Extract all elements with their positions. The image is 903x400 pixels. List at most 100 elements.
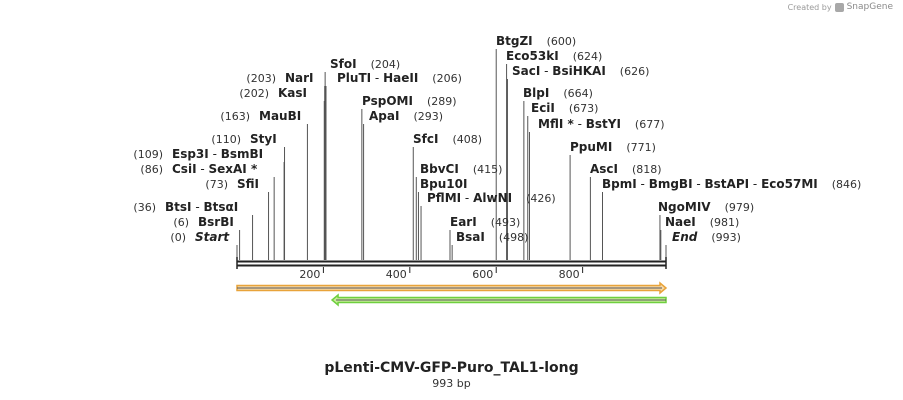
site-name: NaeI [665, 215, 696, 229]
site-label-sfoi: SfoI (204) [330, 57, 400, 71]
site-name-part: Eco57MI [761, 177, 818, 191]
site-name-part: Bpu10I [420, 177, 467, 191]
site-name-part: - [209, 147, 221, 161]
site-label-sfci: SfcI (408) [413, 132, 482, 146]
site-label-ngomiv: NgoMIV (979) [658, 200, 754, 214]
site-position: (493) [491, 216, 521, 229]
site-name-part: AscI [590, 162, 618, 176]
site-name-part: BbvCI [420, 162, 459, 176]
site-name-part: BlpI [523, 86, 549, 100]
site-name-part: AlwNI [473, 191, 512, 205]
snapgene-logo-icon [834, 2, 844, 12]
site-name-part: PspOMI [362, 94, 413, 108]
site-name-part: BsrBI [198, 215, 234, 229]
site-name: SfcI [413, 132, 438, 146]
site-label-plutI: PluTI - HaeII (206) [337, 71, 462, 85]
site-position: (6) [173, 216, 189, 229]
site-position: (36) [133, 201, 156, 214]
site-name-part: NarI [285, 71, 314, 85]
site-name-part: SexAI * [209, 162, 258, 176]
site-name-part: BsmBI [221, 147, 263, 161]
site-position: (626) [620, 65, 650, 78]
site-name-part: NgoMIV [658, 200, 711, 214]
site-label-nari: NarI (203) [246, 71, 313, 85]
site-position: (202) [239, 87, 269, 100]
site-name-part: ApaI [369, 109, 399, 123]
site-position: (426) [526, 192, 556, 205]
site-name: StyI [250, 132, 277, 146]
site-label-ppumi: PpuMI (771) [570, 140, 656, 154]
ruler-tick-label: 800 [559, 268, 580, 281]
site-name-part: - [461, 191, 473, 205]
site-name: SfoI [330, 57, 357, 71]
site-name: EciI [531, 101, 555, 115]
site-position: (415) [473, 163, 503, 176]
site-name-part: - [192, 200, 204, 214]
site-position: (408) [452, 133, 482, 146]
site-name-part: Eco53kI [506, 49, 559, 63]
site-name: SacI - BsiHKAI [512, 64, 606, 78]
site-label-apai: ApaI (293) [369, 109, 443, 123]
site-position: (498) [499, 231, 529, 244]
site-name-part: SfiI [237, 177, 259, 191]
site-name-part: BsaI [456, 230, 485, 244]
site-name-part: PpuMI [570, 140, 612, 154]
site-label-kasi: KasI (202) [239, 86, 307, 100]
site-name-part: BmgBI [649, 177, 693, 191]
site-name: Start [195, 230, 230, 244]
site-label-pflmi: PflMI - AlwNI (426) [427, 191, 556, 205]
site-name-part: - [540, 64, 552, 78]
site-position: (600) [547, 35, 577, 48]
site-label-mfli: MflI * - BstYI (677) [538, 117, 665, 131]
site-name-part: End [672, 230, 698, 244]
site-name-part: EarI [450, 215, 477, 229]
site-name-part: BstAPI [705, 177, 750, 191]
site-name: BtsI - BtsαI [165, 200, 238, 214]
site-name-part: Esp3I [172, 147, 209, 161]
site-label-naei: NaeI (981) [665, 215, 739, 229]
ruler-tick-label: 200 [299, 268, 320, 281]
site-label-esp3i: Esp3I - BsmBI (109) [133, 147, 263, 161]
site-label-bsrbi: BsrBI (6) [173, 215, 233, 229]
site-name-part: BpmI [602, 177, 637, 191]
site-position: (293) [413, 110, 443, 123]
site-name: AscI [590, 162, 618, 176]
site-name-part: PluTI [337, 71, 371, 85]
site-name: BsaI [456, 230, 485, 244]
site-name: Esp3I - BsmBI [172, 147, 263, 161]
site-label-styi: StyI (110) [211, 132, 276, 146]
site-label-eco53ki: Eco53kI (624) [506, 49, 602, 63]
site-name-part: MauBI [259, 109, 301, 123]
site-label-bbvci: BbvCI (415) [420, 162, 502, 176]
site-name-part: - [371, 71, 383, 85]
site-name: Bpu10I [420, 177, 467, 191]
site-position: (981) [710, 216, 740, 229]
leader-lines [236, 49, 667, 260]
site-label-csii: CsiI - SexAI * (86) [140, 162, 258, 176]
site-name-part: SacI [512, 64, 540, 78]
site-label-saci: SacI - BsiHKAI (626) [512, 64, 649, 78]
site-name-part: BtsαI [203, 200, 238, 214]
site-label-end: End (993) [672, 230, 741, 244]
site-position: (289) [427, 95, 457, 108]
site-position: (846) [832, 178, 862, 191]
credit-prefix: Created by [787, 2, 832, 12]
site-name-part: BstYI [586, 117, 621, 131]
site-name: CsiI - SexAI * [172, 162, 258, 176]
site-position: (771) [626, 141, 656, 154]
site-label-pspomi: PspOMI (289) [362, 94, 457, 108]
site-position: (73) [205, 178, 228, 191]
site-labels: BtgZI (600)Eco53kI (624)SacI - BsiHKAI (626… [133, 34, 861, 244]
site-name: SfiI [237, 177, 259, 191]
site-name: BpmI - BmgBI - BstAPI - Eco57MI [602, 177, 818, 191]
site-name-part: - [693, 177, 705, 191]
site-name: End [672, 230, 698, 244]
site-name-part: BtsI [165, 200, 192, 214]
site-name: NgoMIV [658, 200, 711, 214]
site-label-sfii: SfiI (73) [205, 177, 259, 191]
site-name: PflMI - AlwNI [427, 191, 512, 205]
site-name: PluTI - HaeII [337, 71, 418, 85]
site-name-part: BtgZI [496, 34, 533, 48]
site-name-part: PflMI [427, 191, 461, 205]
site-label-maubi: MauBI (163) [220, 109, 301, 123]
